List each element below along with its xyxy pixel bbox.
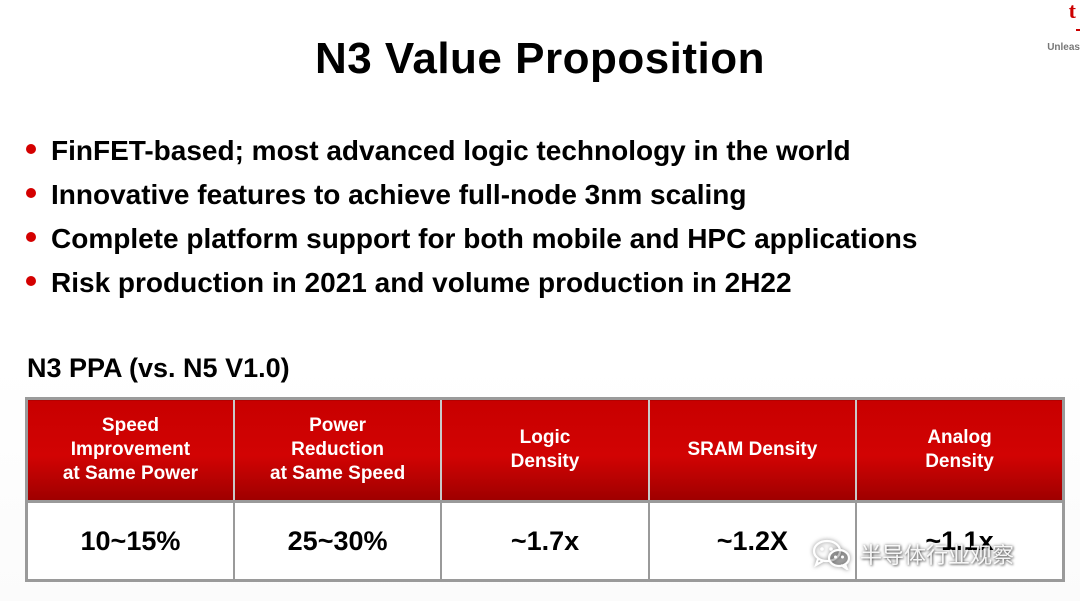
bullet-list: FinFET-based; most advanced logic techno… bbox=[26, 132, 917, 308]
ppa-table: Speed Improvement at Same Power Power Re… bbox=[25, 397, 1065, 582]
wechat-icon bbox=[812, 539, 851, 570]
header-line: Analog bbox=[927, 427, 992, 448]
logo-red-line bbox=[1076, 29, 1080, 31]
value-power-reduction: 25~30% bbox=[232, 501, 443, 581]
slide-title: N3 Value Proposition bbox=[314, 34, 766, 83]
bullet-dot-icon bbox=[26, 232, 36, 242]
logo-tagline: Unleas bbox=[1047, 42, 1080, 53]
header-analog-density: Analog Density bbox=[855, 398, 1065, 503]
company-logo: t Unleas bbox=[1030, 0, 1080, 60]
bullet-item: Complete platform support for both mobil… bbox=[26, 220, 917, 264]
logo-mark: t bbox=[1068, 0, 1076, 23]
header-line: Power bbox=[309, 415, 367, 436]
watermark: 半导体行业观察 bbox=[812, 536, 1014, 572]
header-line: Density bbox=[925, 451, 994, 472]
header-line: at Same Power bbox=[62, 463, 199, 484]
bullet-text: Complete platform support for both mobil… bbox=[51, 223, 918, 254]
value-analog-density: ~1.1x bbox=[855, 501, 1065, 581]
header-line: Speed bbox=[101, 415, 159, 436]
header-sram-density: SRAM Density bbox=[647, 398, 858, 503]
table-header-row: Speed Improvement at Same Power Power Re… bbox=[25, 398, 1065, 503]
bullet-dot-icon bbox=[26, 188, 36, 198]
bullet-text: Innovative features to achieve full-node… bbox=[51, 179, 747, 210]
bullet-dot-icon bbox=[26, 144, 36, 154]
bullet-item: Risk production in 2021 and volume produ… bbox=[26, 264, 917, 308]
bullet-item: Innovative features to achieve full-node… bbox=[26, 176, 917, 220]
table-value-row: 10~15% 25~30% ~1.7x ~1.2X ~1.1x bbox=[25, 501, 1065, 581]
header-power-reduction: Power Reduction at Same Speed bbox=[232, 398, 443, 503]
ppa-heading: N3 PPA (vs. N5 V1.0) bbox=[27, 353, 290, 383]
header-logic-density: Logic Density bbox=[440, 398, 650, 503]
value-logic-density: ~1.7x bbox=[440, 501, 650, 581]
header-line: Improvement bbox=[70, 439, 191, 460]
bullet-item: FinFET-based; most advanced logic techno… bbox=[26, 132, 917, 176]
header-line: at Same Speed bbox=[270, 463, 406, 484]
bullet-dot-icon bbox=[26, 276, 36, 286]
header-speed-improvement: Speed Improvement at Same Power bbox=[25, 398, 235, 503]
bullet-text: FinFET-based; most advanced logic techno… bbox=[51, 135, 851, 166]
header-line: Density bbox=[510, 451, 580, 472]
header-line: Logic bbox=[519, 427, 571, 448]
bullet-text: Risk production in 2021 and volume produ… bbox=[51, 267, 792, 298]
value-speed-improvement: 10~15% bbox=[25, 501, 235, 581]
header-line: SRAM Density bbox=[687, 439, 818, 460]
watermark-text: 半导体行业观察 bbox=[860, 544, 1015, 569]
header-line: Reduction bbox=[291, 439, 385, 460]
